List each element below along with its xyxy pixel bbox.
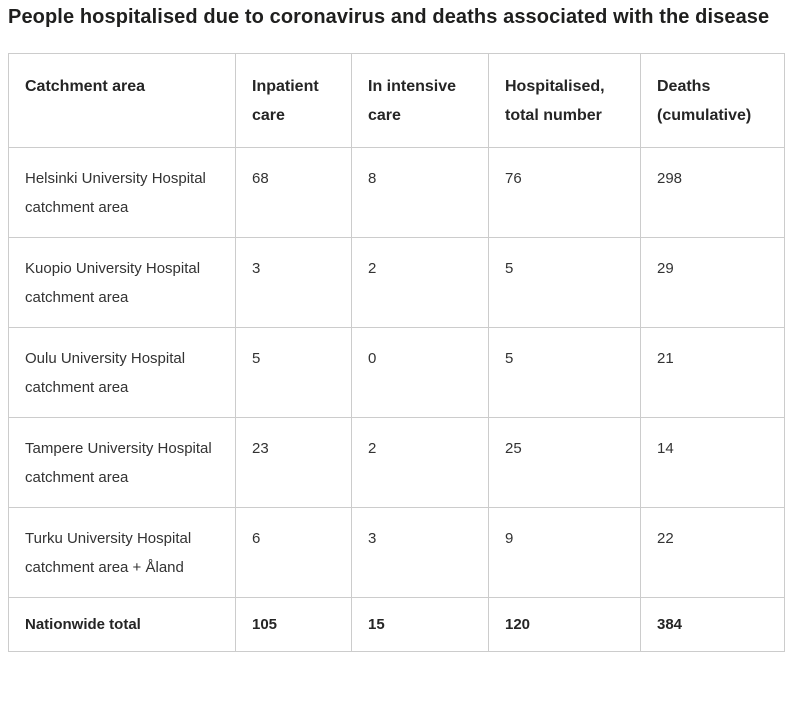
total-cell: 5 [488,327,641,418]
column-header-intensive-care: In intensive care [351,53,489,148]
deaths-cell: 14 [640,417,785,508]
deaths-cell: 22 [640,507,785,598]
area-cell: Kuopio University Hospital catchment are… [8,237,236,328]
total-cell: 9 [488,507,641,598]
table-row-oulu: Oulu University Hospital catchment area … [8,327,785,418]
column-header-catchment-area: Catchment area [8,53,236,148]
deaths-cell: 21 [640,327,785,418]
inpatient-cell: 3 [235,237,352,328]
area-cell: Turku University Hospital catchment area… [8,507,236,598]
inpatient-cell: 105 [235,597,352,652]
inpatient-cell: 6 [235,507,352,598]
table-row-helsinki: Helsinki University Hospital catchment a… [8,147,785,238]
deaths-cell: 384 [640,597,785,652]
intensive-cell: 3 [351,507,489,598]
table-row-tampere: Tampere University Hospital catchment ar… [8,417,785,508]
table-row-nationwide-total: Nationwide total 105 15 120 384 [8,597,785,652]
inpatient-cell: 68 [235,147,352,238]
table-header-row: Catchment area Inpatient care In intensi… [8,53,785,148]
deaths-cell: 298 [640,147,785,238]
page-container: People hospitalised due to coronavirus a… [8,6,785,652]
column-header-deaths-cumulative: Deaths (cumulative) [640,53,785,148]
intensive-cell: 2 [351,417,489,508]
table-row-turku: Turku University Hospital catchment area… [8,507,785,598]
total-cell: 25 [488,417,641,508]
page-title: People hospitalised due to coronavirus a… [8,6,770,28]
area-cell: Nationwide total [8,597,236,652]
hospitalisation-table: Catchment area Inpatient care In intensi… [8,53,785,652]
inpatient-cell: 5 [235,327,352,418]
area-cell: Helsinki University Hospital catchment a… [8,147,236,238]
inpatient-cell: 23 [235,417,352,508]
total-cell: 120 [488,597,641,652]
intensive-cell: 8 [351,147,489,238]
column-header-inpatient-care: Inpatient care [235,53,352,148]
total-cell: 76 [488,147,641,238]
deaths-cell: 29 [640,237,785,328]
intensive-cell: 2 [351,237,489,328]
table-row-kuopio: Kuopio University Hospital catchment are… [8,237,785,328]
area-cell: Oulu University Hospital catchment area [8,327,236,418]
column-header-hospitalised-total: Hospitalised, total number [488,53,641,148]
intensive-cell: 0 [351,327,489,418]
total-cell: 5 [488,237,641,328]
area-cell: Tampere University Hospital catchment ar… [8,417,236,508]
intensive-cell: 15 [351,597,489,652]
